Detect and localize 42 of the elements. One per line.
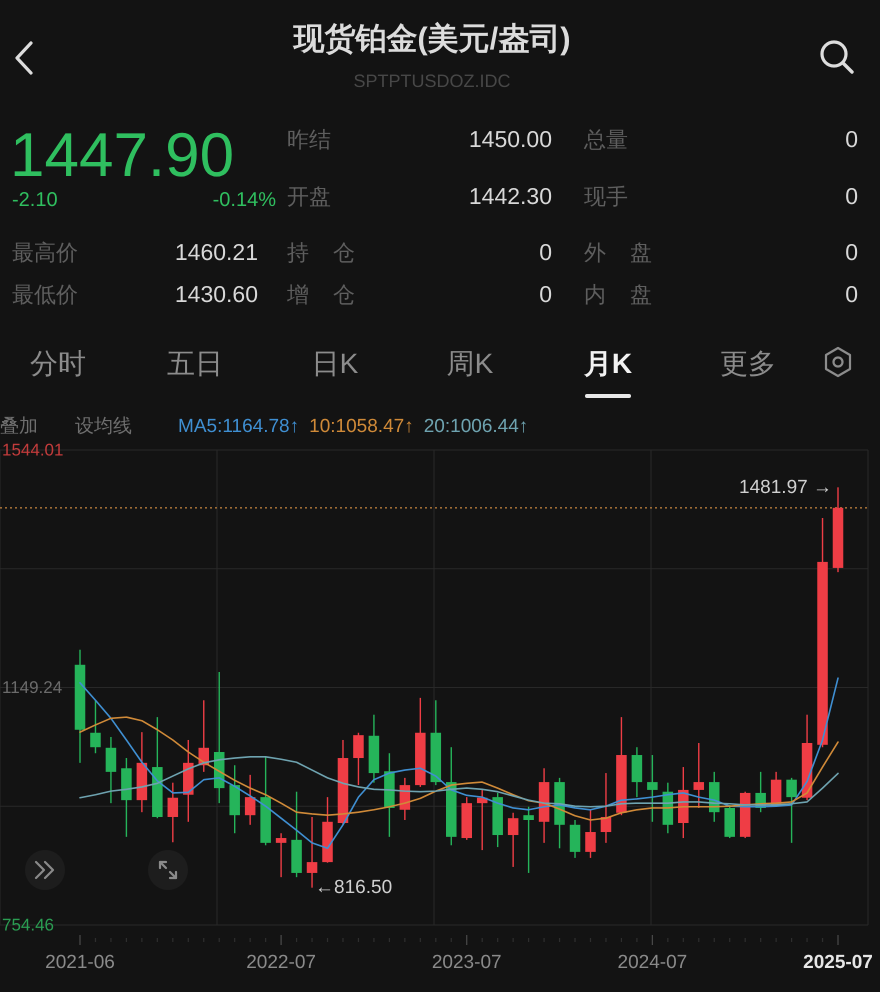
y-tick-label: 754.46 (2, 916, 54, 934)
annotation: 0 (845, 126, 858, 152)
x-tick-label: 2022-07 (246, 952, 316, 973)
annotation: 昨结 (287, 127, 331, 152)
y-tick-label: 1544.01 (2, 440, 64, 460)
annotation: 1430.60 (174, 281, 258, 307)
annotation: 最低价 (12, 282, 78, 307)
annotation: 1447.90 (10, 121, 234, 190)
annotation: 总量 (584, 127, 628, 152)
x-tick-label: 2025-07 (803, 952, 873, 973)
annotation: 0 (539, 239, 552, 265)
annotation: -2.10 (12, 189, 58, 211)
annotation: 叠加 (0, 416, 38, 437)
annotation: 0 (539, 281, 552, 307)
annotation: 开盘 (287, 184, 331, 209)
annotation: 外盘 (584, 240, 676, 265)
annotation: 增仓 (287, 282, 379, 307)
annotation: 1450.00 (468, 126, 552, 152)
annotation: 设均线 (75, 416, 132, 437)
annotation: -0.14% (212, 189, 276, 211)
annotation: 日K (312, 348, 358, 379)
y-tick-label: 1149.24 (2, 678, 62, 697)
annotation: 月K (584, 348, 632, 379)
x-tick-label: 2021-06 (45, 952, 115, 973)
annotation: 现手 (584, 184, 628, 209)
annotation: 五日 (167, 348, 223, 379)
annotation: 分时 (30, 348, 86, 379)
chart-title: 现货铂金(美元/盎司) (293, 21, 571, 56)
annotation: ←816.50 (315, 877, 392, 898)
x-tick-label: 2023-07 (432, 952, 502, 973)
x-tick-label: 2024-07 (618, 952, 688, 973)
annotation: 周K (446, 348, 494, 379)
annotation: 0 (845, 239, 858, 265)
annotation: 0 (845, 183, 858, 209)
annotation: 1460.21 (174, 239, 258, 265)
annotation: 内盘 (584, 282, 676, 307)
annotation: 0 (845, 281, 858, 307)
annotation: 持仓 (287, 240, 379, 265)
annotation: 更多 (720, 348, 776, 379)
annotation: 1442.30 (468, 183, 552, 209)
annotation: 最高价 (12, 240, 78, 265)
annotation: 1481.97 → (739, 476, 832, 498)
